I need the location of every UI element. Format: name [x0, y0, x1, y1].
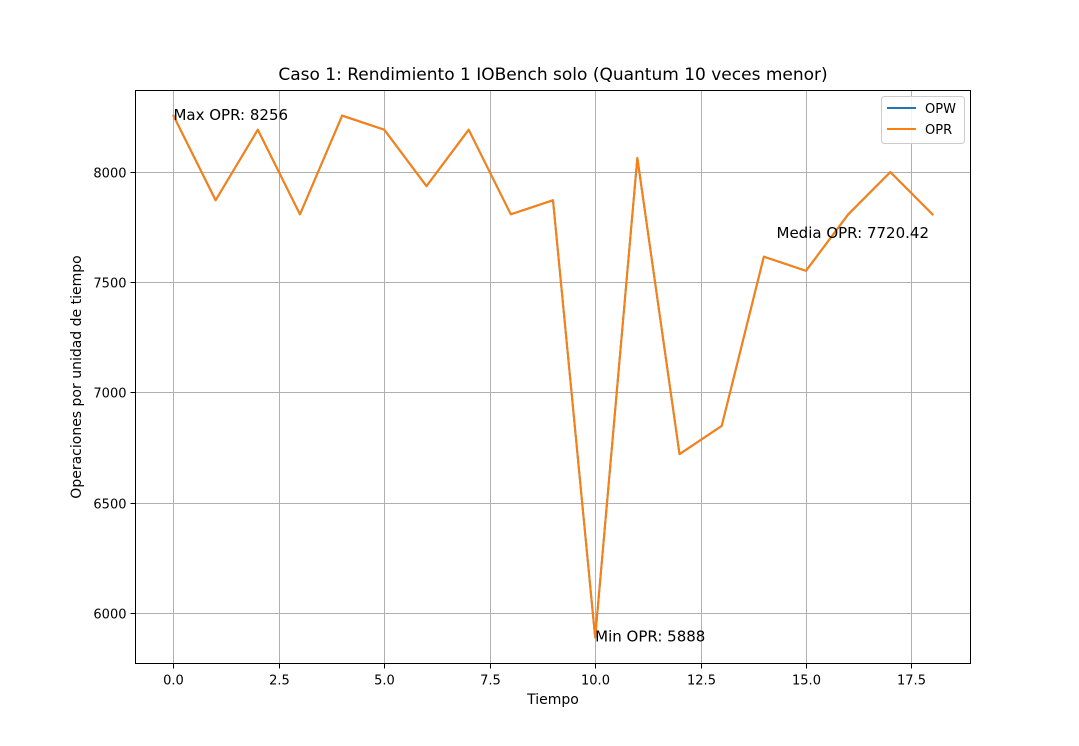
y-tick-label: 6000 — [93, 608, 126, 623]
legend-label-opw: OPW — [925, 102, 956, 117]
x-tick-label: 7.5 — [480, 674, 501, 689]
x-tick-label: 10.0 — [581, 674, 610, 689]
x-tick-label: 5.0 — [374, 674, 395, 689]
x-tick-label: 0.0 — [163, 674, 184, 689]
x-tick-label: 15.0 — [792, 674, 821, 689]
x-tick-label: 2.5 — [269, 674, 290, 689]
x-axis-label: Tiempo — [526, 692, 579, 708]
y-tick-label: 8000 — [93, 167, 126, 182]
annotation-2: Media OPR: 7720.42 — [777, 224, 929, 242]
plot-frame — [135, 90, 971, 664]
series-layer — [172, 114, 934, 639]
annotation-0: Max OPR: 8256 — [173, 106, 288, 124]
series-line-opr — [172, 114, 934, 639]
annotation-1: Min OPR: 5888 — [595, 628, 705, 646]
x-tick-label: 12.5 — [687, 674, 716, 689]
y-axis-label: Operaciones por unidad de tiempo — [69, 255, 85, 498]
y-tick-label: 7500 — [93, 277, 126, 292]
tick-layer: 0.0 2.5 5.0 7.5 10.0 12.5 15.0 17.5 6000 6500 7000… — [93, 167, 926, 689]
legend: OPW OPR — [881, 96, 965, 144]
x-tick-label: 17.5 — [897, 674, 926, 689]
y-tick-label: 7000 — [93, 387, 126, 402]
y-tick-label: 6500 — [93, 498, 126, 513]
annotation-layer: Max OPR: 8256 Min OPR: 5888 Media OPR: 772… — [173, 106, 929, 646]
legend-label-opr: OPR — [925, 123, 952, 138]
chart-title: Caso 1: Rendimiento 1 IOBench solo (Quan… — [278, 65, 827, 85]
grid-layer — [135, 90, 971, 664]
